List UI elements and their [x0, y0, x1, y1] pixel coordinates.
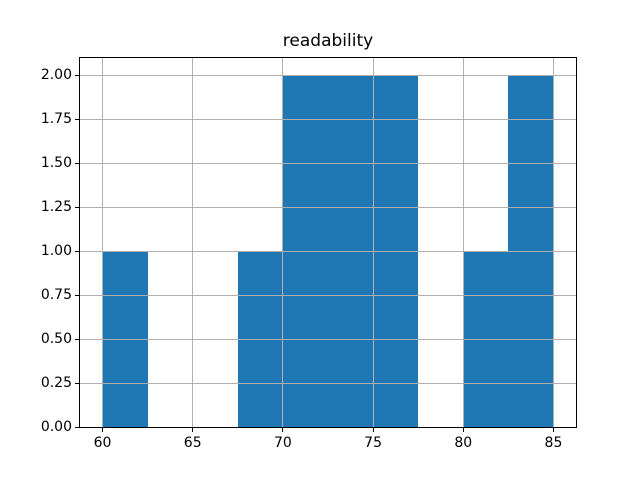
chart-title: readability [282, 31, 374, 51]
x-tick-label: 65 [183, 435, 202, 452]
y-tick-label: 1.25 [40, 199, 72, 216]
y-gridline [80, 250, 576, 252]
y-tick-mark [75, 250, 80, 252]
y-tick-label: 0.75 [40, 287, 72, 304]
y-gridline [80, 74, 576, 76]
grid-layer [80, 57, 576, 428]
y-gridline [80, 338, 576, 340]
x-gridline [192, 57, 194, 428]
y-gridline [80, 118, 576, 120]
x-tick-label: 60 [93, 435, 112, 452]
y-tick-label: 1.00 [40, 243, 72, 260]
x-tick-label: 80 [454, 435, 473, 452]
y-tick-mark [75, 294, 80, 296]
y-tick-label: 0.00 [40, 419, 72, 436]
y-gridline [80, 206, 576, 208]
y-tick-mark [75, 426, 80, 428]
y-gridline [80, 294, 576, 296]
y-tick-mark [75, 162, 80, 164]
y-tick-label: 2.00 [40, 67, 72, 84]
x-tick-mark [282, 427, 284, 433]
y-tick-label: 1.50 [40, 155, 72, 172]
y-tick-mark [75, 206, 80, 208]
x-tick-mark [102, 427, 104, 433]
y-tick-label: 1.75 [40, 111, 72, 128]
y-tick-mark [75, 118, 80, 120]
y-tick-mark [75, 338, 80, 340]
x-tick-mark [552, 427, 554, 433]
x-gridline [462, 57, 464, 428]
x-gridline [282, 57, 284, 428]
y-tick-label: 0.25 [40, 375, 72, 392]
axis-decorations: 60 65 70 75 80 85 0.00 0.25 0.50 0.75 1.00 1.25 1.50… [41, 58, 576, 450]
y-tick-mark [75, 74, 80, 76]
x-gridline [552, 57, 554, 428]
x-gridline [102, 57, 104, 428]
x-tick-label: 75 [364, 435, 382, 452]
plot-area: 60 65 70 75 80 85 0.00 0.25 0.50 0.75 1.00 1.25 1.50… [41, 57, 576, 450]
x-tick-label: 85 [544, 435, 563, 452]
y-gridline [80, 426, 576, 428]
x-tick-mark [462, 427, 464, 433]
x-gridline [372, 57, 374, 428]
x-tick-mark [192, 427, 194, 433]
x-tick-mark [372, 427, 374, 433]
y-tick-label: 0.50 [40, 331, 72, 348]
y-gridline [80, 382, 576, 384]
y-gridline [80, 162, 576, 164]
x-tick-label: 70 [273, 435, 292, 452]
y-tick-mark [75, 382, 80, 384]
